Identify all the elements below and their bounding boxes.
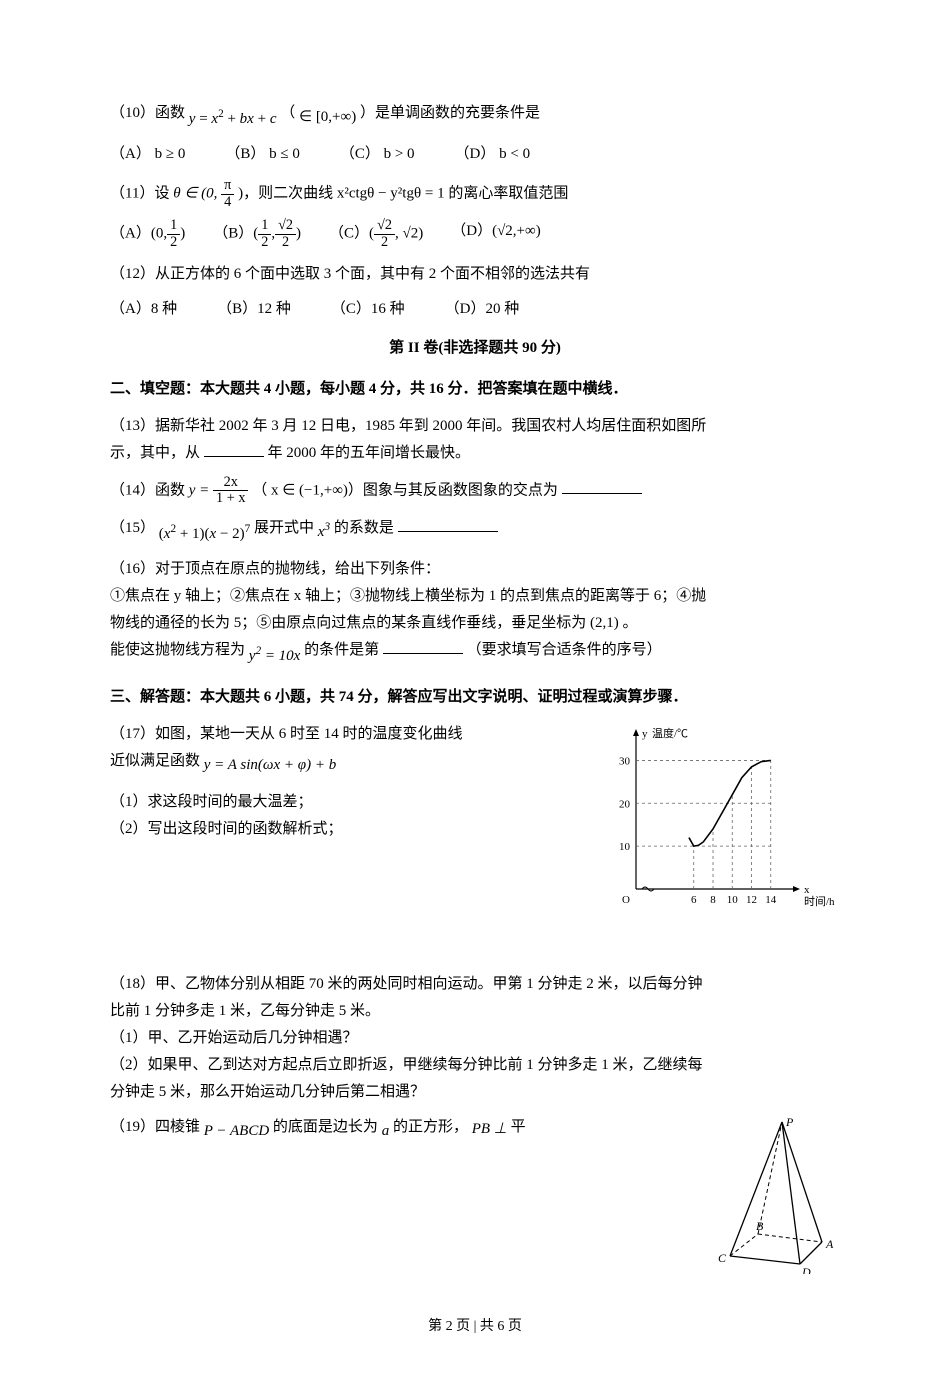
svg-text:10: 10 <box>619 841 631 853</box>
q19-row: （19）四棱锥 P − ABCD 的底面是边长为 a 的正方形， PB ⊥ 平 … <box>110 1114 840 1274</box>
q10-text-b: （ <box>280 105 295 121</box>
svg-text:P: P <box>785 1115 794 1129</box>
q10-opt-c: （C） b > 0 <box>340 141 415 168</box>
q11-text-a: （11）设 <box>110 186 169 202</box>
q14-blank <box>562 478 642 494</box>
q11-frac: π 4 <box>221 178 234 210</box>
q19-pyr: P − ABCD <box>204 1123 269 1139</box>
q10-domain: ∈ [0,+∞) <box>299 109 356 125</box>
q10-opt-d: （D） b < 0 <box>455 141 531 168</box>
q15-blank <box>398 516 498 532</box>
heading-fill: 二、填空题：本大题共 4 小题，每小题 4 分，共 16 分．把答案填在题中横线… <box>110 376 840 403</box>
q11-opt-d: （D）(√2,+∞) <box>451 218 540 250</box>
svg-text:30: 30 <box>619 755 631 767</box>
svg-text:C: C <box>718 1251 727 1265</box>
q11-text-b: )，则二次曲线 x²ctgθ − y²tgθ = 1 的离心率取值范围 <box>238 186 568 202</box>
svg-text:12: 12 <box>746 894 757 906</box>
q11-opt-c: （C）(√22, √2) <box>329 218 423 250</box>
q10-opt-a: （A） b ≥ 0 <box>110 141 185 168</box>
heading-solve: 三、解答题：本大题共 6 小题，共 74 分，解答应写出文字说明、证明过程或演算… <box>110 684 840 711</box>
q10-formula: y = x2 + bx + c <box>189 111 280 127</box>
section2-title: 第 II 卷(非选择题共 90 分) <box>110 335 840 362</box>
pyramid-svg: P A B C D <box>710 1114 840 1274</box>
q16: （16）对于顶点在原点的抛物线，给出下列条件： ①焦点在 y 轴上；②焦点在 x… <box>110 556 840 670</box>
q19-pb: PB ⊥ <box>472 1121 511 1137</box>
svg-text:A: A <box>825 1237 834 1251</box>
q12-opts: （A）8 种 （B）12 种 （C）16 种 （D）20 种 <box>110 296 840 323</box>
svg-text:8: 8 <box>710 894 716 906</box>
q19-text: （19）四棱锥 P − ABCD 的底面是边长为 a 的正方形， PB ⊥ 平 <box>110 1114 680 1145</box>
q17-text: （17）如图，某地一天从 6 时至 14 时的温度变化曲线 近似满足函数 y =… <box>110 721 580 843</box>
svg-text:6: 6 <box>691 894 697 906</box>
svg-text:y: y <box>642 728 648 740</box>
q11-opt-a: （A）(0,12) <box>110 218 185 250</box>
q19-a: a <box>382 1123 390 1139</box>
q13-blank <box>204 441 264 457</box>
q14: （14）函数 y = 2x 1 + x （ x ∈ (−1,+∞)）图象与其反函… <box>110 475 840 507</box>
chart-svg: 10 20 30 6 8 10 12 14 Oy 温度/℃ x时间/h <box>600 721 840 911</box>
svg-text:B: B <box>756 1219 764 1233</box>
q11: （11）设 θ ∈ (0, π 4 )，则二次曲线 x²ctgθ − y²tgθ… <box>110 178 840 210</box>
q16-blank <box>383 638 463 654</box>
svg-text:时间/h: 时间/h <box>804 895 835 908</box>
svg-text:温度/℃: 温度/℃ <box>652 726 688 740</box>
q10-opt-b: （B） b ≤ 0 <box>225 141 300 168</box>
q10-opts: （A） b ≥ 0 （B） b ≤ 0 （C） b > 0 （D） b < 0 <box>110 141 840 168</box>
pyramid-figure: P A B C D <box>710 1114 840 1274</box>
q12: （12）从正方体的 6 个面中选取 3 个面，其中有 2 个面不相邻的选法共有 <box>110 261 840 288</box>
q11-opt-b: （B）(12,√22) <box>213 218 301 250</box>
q10-text-a: （10）函数 <box>110 105 185 121</box>
q12-opt-b: （B）12 种 <box>217 296 291 323</box>
svg-text:20: 20 <box>619 798 631 810</box>
page-footer: 第 2 页 | 共 6 页 <box>110 1314 840 1339</box>
q17-eq: y = A sin(ωx + φ) + b <box>204 757 336 773</box>
q16-eq: y2 = 10x <box>249 648 301 664</box>
q10: （10）函数 y = x2 + bx + c （ ∈ [0,+∞) ）是单调函数… <box>110 100 840 133</box>
svg-text:O: O <box>622 894 630 906</box>
q11-theta: θ ∈ (0, <box>173 186 217 202</box>
q11-opts: （A）(0,12) （B）(12,√22) （C）(√22, √2) （D）(√… <box>110 218 840 250</box>
q17-row: （17）如图，某地一天从 6 时至 14 时的温度变化曲线 近似满足函数 y =… <box>110 721 840 911</box>
q12-opt-c: （C）16 种 <box>331 296 405 323</box>
q12-opt-d: （D）20 种 <box>445 296 520 323</box>
svg-text:14: 14 <box>765 894 777 906</box>
q18: （18）甲、乙物体分别从相距 70 米的两处同时相向运动。甲第 1 分钟走 2 … <box>110 971 840 1106</box>
q10-text-c: ）是单调函数的充要条件是 <box>360 105 540 121</box>
q12-opt-a: （A）8 种 <box>110 296 177 323</box>
q14-frac: 2x 1 + x <box>213 475 248 507</box>
temperature-chart: 10 20 30 6 8 10 12 14 Oy 温度/℃ x时间/h <box>600 721 840 911</box>
svg-text:D: D <box>801 1265 811 1274</box>
svg-text:10: 10 <box>727 894 739 906</box>
q15: （15） (x2 + 1)(x − 2)7 展开式中 x3 的系数是 <box>110 515 840 548</box>
q13: （13）据新华社 2002 年 3 月 12 日电，1985 年到 2000 年… <box>110 413 840 467</box>
q15-expr: (x2 + 1)(x − 2)7 <box>159 526 254 542</box>
svg-text:x: x <box>804 884 810 896</box>
q15-x3: x3 <box>318 524 330 540</box>
